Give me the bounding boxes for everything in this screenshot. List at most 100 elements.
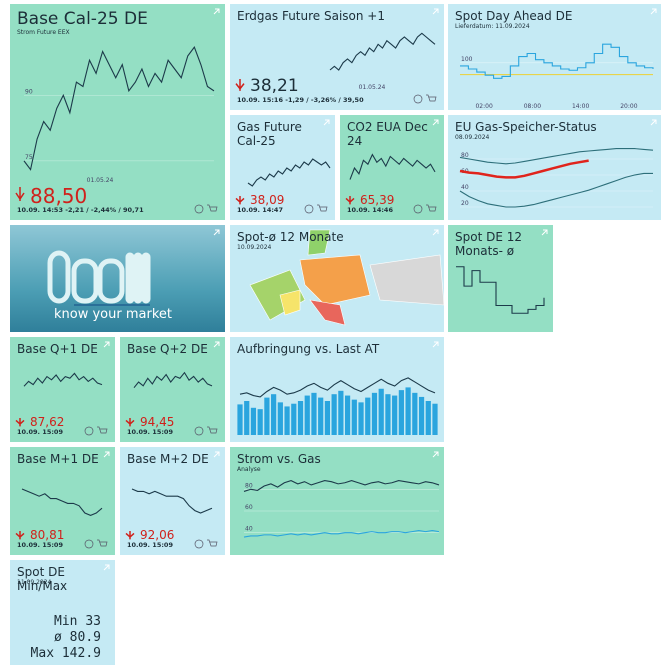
series-line <box>24 373 102 386</box>
slogan: know your market <box>54 307 172 322</box>
stat-line: Max 142.9 <box>31 646 101 661</box>
y-tick-label: 40 <box>245 526 253 533</box>
series-line <box>244 481 439 492</box>
price: 94,45 <box>140 415 174 429</box>
down-arrow <box>126 531 134 539</box>
tile: Spot DE Min/Max11.09.2024Min 33ø 80.9Max… <box>10 560 115 665</box>
x-tick-label: 01.05.24 <box>87 177 114 184</box>
price: 88,50 <box>30 184 87 208</box>
expand-icon <box>433 120 438 125</box>
cart-icon[interactable] <box>207 540 217 546</box>
x-tick-label: 08:00 <box>524 103 541 110</box>
price-info: 10.09. 14:53 -2,21 / -2,44% / 90,71 <box>17 206 144 214</box>
tile-title: Base Cal-25 DE <box>17 9 212 29</box>
bar <box>419 397 424 435</box>
expand-icon <box>651 9 656 14</box>
info-icon[interactable] <box>195 540 203 548</box>
cart-icon[interactable] <box>426 95 436 101</box>
tile: know your market <box>10 225 225 332</box>
info-icon[interactable] <box>305 205 313 213</box>
x-tick-label: 14:00 <box>572 103 589 110</box>
cart-icon[interactable] <box>97 427 107 433</box>
tile-title: Erdgas Future Saison +1 <box>237 9 431 23</box>
bar <box>352 400 357 435</box>
cart-icon[interactable] <box>207 205 217 211</box>
dashboard: (() => { const data = JSON.parse(documen… <box>0 0 661 669</box>
x-tick-label: 01.05.24 <box>359 84 386 91</box>
info-icon[interactable] <box>195 427 203 435</box>
down-arrow <box>16 418 24 426</box>
cart-icon[interactable] <box>317 205 327 211</box>
price-info: 10.09. 15:09 <box>127 428 173 436</box>
series-line <box>22 489 102 515</box>
cart-icon[interactable] <box>207 427 217 433</box>
tile-title: Strom vs. Gas <box>237 452 431 466</box>
tile-title: EU Gas-Speicher-Status <box>455 120 649 134</box>
tile-subtitle: 11.09.2024 <box>17 579 51 586</box>
expand-icon <box>433 230 438 235</box>
bar <box>345 396 350 435</box>
bar <box>365 398 370 435</box>
bar <box>392 396 397 435</box>
bar <box>258 409 263 435</box>
tile-title: Spot-ø 12 Monate <box>237 230 431 244</box>
bar <box>432 404 437 435</box>
bar <box>338 391 343 435</box>
price: 38,09 <box>250 193 284 207</box>
y-tick-label: 20 <box>461 200 469 207</box>
tile-subtitle: 08.09.2024 <box>455 134 489 141</box>
tile-subtitle: 10.09.2024 <box>237 244 271 251</box>
tile: Spot DE 12 Monats- ø <box>448 225 553 332</box>
tile-subtitle: Analyse <box>237 466 261 473</box>
expand-icon <box>433 452 438 457</box>
expand-icon <box>324 120 329 125</box>
tile-subtitle: Strom Future EEX <box>17 29 70 36</box>
info-icon[interactable] <box>414 205 422 213</box>
map-region <box>310 300 345 325</box>
price: 38,21 <box>250 76 299 96</box>
bar <box>318 398 323 435</box>
down-arrow <box>126 418 134 426</box>
bar <box>298 401 303 435</box>
price-info: 10.09. 14:46 <box>347 206 393 214</box>
y-tick-label: 60 <box>245 504 253 511</box>
logo-part <box>128 255 132 301</box>
logo-part <box>136 255 140 301</box>
expand-icon <box>104 342 109 347</box>
tile-title: Base M+2 DE <box>127 452 212 466</box>
cart-icon[interactable] <box>426 205 436 211</box>
expand-icon <box>104 565 109 570</box>
tile-title: Base M+1 DE <box>17 452 102 466</box>
info-icon[interactable] <box>85 540 93 548</box>
tile: Aufbringung vs. Last AT <box>230 337 444 442</box>
info-icon[interactable] <box>85 427 93 435</box>
y-tick-label: 100 <box>461 56 473 63</box>
down-arrow <box>236 196 244 204</box>
y-tick-label: 75 <box>25 154 33 161</box>
stat-line: ø 80.9 <box>54 630 101 645</box>
bar <box>332 394 337 435</box>
bar <box>385 394 390 435</box>
tile: CO2 EUA Dec 2465,3910.09. 14:46 <box>340 115 444 220</box>
bar <box>325 401 330 435</box>
price: 80,81 <box>30 528 64 542</box>
cart-icon[interactable] <box>97 540 107 546</box>
bar <box>278 402 283 435</box>
tile: Base Q+1 DE87,6210.09. 15:09 <box>10 337 115 442</box>
series-line <box>248 159 330 186</box>
down-arrow <box>16 531 24 539</box>
tile: Base Q+2 DE94,4510.09. 15:09 <box>120 337 225 442</box>
tile-title: Base Q+1 DE <box>17 342 102 356</box>
info-icon[interactable] <box>414 95 422 103</box>
series-line <box>244 531 439 538</box>
info-icon[interactable] <box>195 205 203 213</box>
expand-icon <box>214 9 219 14</box>
logo-part <box>144 255 148 301</box>
bar <box>284 406 289 435</box>
expand-icon <box>214 452 219 457</box>
